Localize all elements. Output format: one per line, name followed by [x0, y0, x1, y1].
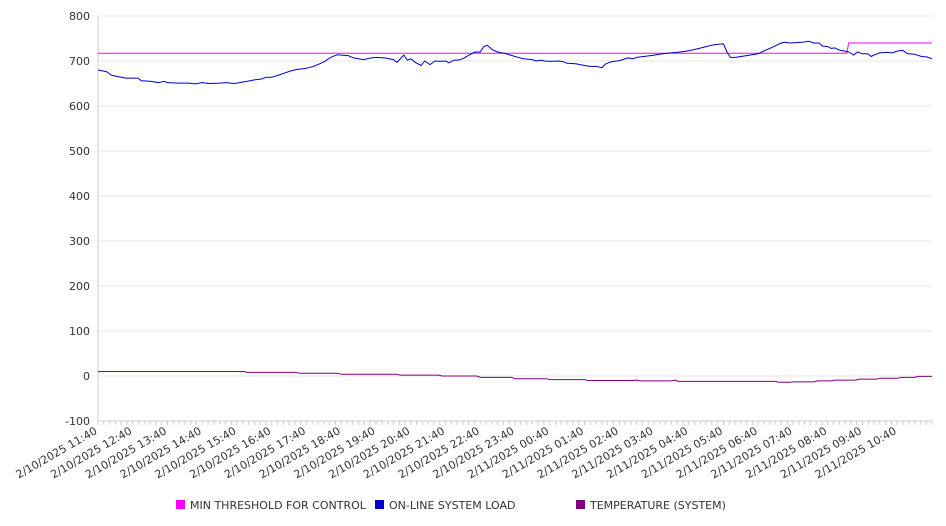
series-line-1 — [98, 42, 932, 54]
y-tick-label: 200 — [69, 280, 90, 293]
y-axis-tick-labels: -100 0 100 200 300 400 500 600 700 800 — [65, 10, 90, 428]
legend-label: ON-LINE SYSTEM LOAD — [389, 499, 515, 512]
legend-item-2[interactable]: ON-LINE SYSTEM LOAD — [375, 499, 515, 512]
series-line-2 — [97, 40, 933, 85]
legend-item-1[interactable]: MIN THRESHOLD FOR CONTROL — [176, 499, 367, 512]
legend-swatch — [576, 500, 585, 509]
y-tick-label: 300 — [69, 235, 90, 248]
gridlines — [98, 15, 932, 377]
legend-label: TEMPERATURE (SYSTEM) — [589, 499, 726, 512]
legend-swatch — [375, 500, 384, 509]
series-line-3 — [98, 371, 932, 383]
y-tick-label: 700 — [69, 55, 90, 68]
series-lines — [97, 40, 933, 383]
legend-swatch — [176, 500, 185, 509]
y-tick-label: 800 — [69, 10, 90, 23]
y-tick-label: 0 — [83, 370, 90, 383]
y-tick-label: 600 — [69, 100, 90, 113]
y-tick-label: 500 — [69, 145, 90, 158]
y-tick-label: 400 — [69, 190, 90, 203]
axes — [97, 16, 933, 425]
legend-item-3[interactable]: TEMPERATURE (SYSTEM) — [576, 499, 726, 512]
legend-label: MIN THRESHOLD FOR CONTROL — [190, 499, 367, 512]
x-axis-tick-labels: 2/10/2025 11:402/10/2025 12:402/10/2025 … — [14, 424, 899, 481]
y-tick-label: 100 — [69, 325, 90, 338]
y-tick-label: -100 — [65, 415, 90, 428]
legend: MIN THRESHOLD FOR CONTROL ON-LINE SYSTEM … — [176, 499, 726, 512]
